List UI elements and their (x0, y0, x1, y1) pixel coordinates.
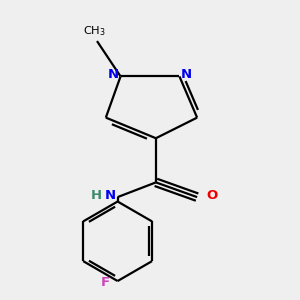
Text: CH$_3$: CH$_3$ (82, 24, 106, 38)
Text: N: N (108, 68, 119, 81)
Text: N: N (181, 68, 192, 81)
Text: H: H (90, 189, 101, 202)
Text: O: O (206, 189, 217, 202)
Text: F: F (101, 276, 110, 289)
Text: N: N (105, 189, 116, 202)
